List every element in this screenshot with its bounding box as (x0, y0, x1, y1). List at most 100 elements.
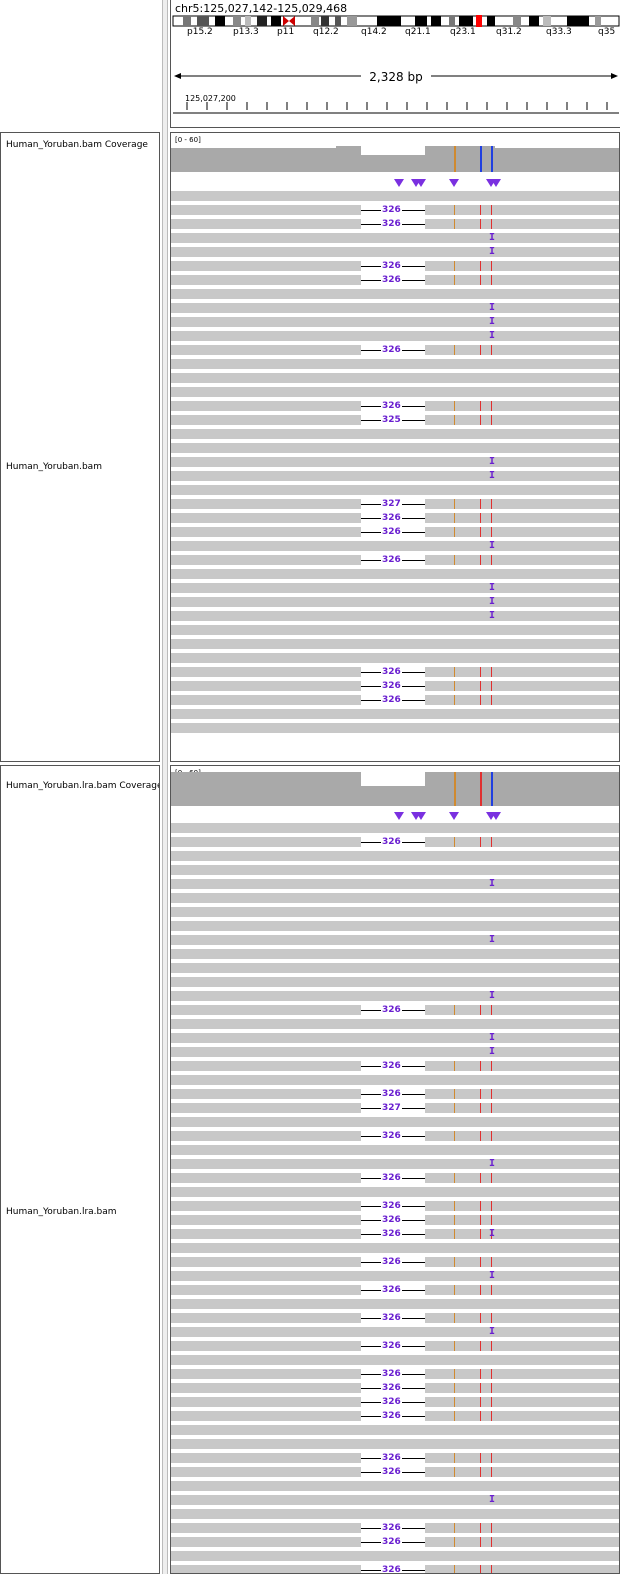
read[interactable] (171, 583, 619, 593)
read[interactable] (171, 1299, 619, 1309)
panel-divider[interactable] (162, 0, 168, 1574)
read[interactable] (171, 865, 619, 875)
read[interactable] (171, 1243, 619, 1253)
insertion-summary-icon[interactable] (449, 179, 459, 187)
read[interactable] (171, 485, 619, 495)
read[interactable] (171, 233, 619, 243)
read[interactable] (171, 1117, 619, 1127)
read[interactable] (171, 443, 619, 453)
read[interactable] (171, 289, 619, 299)
insertion-mark[interactable]: I (489, 1158, 496, 1169)
insertion-mark[interactable]: I (489, 1494, 496, 1505)
read[interactable] (171, 921, 619, 931)
coverage-histogram[interactable] (171, 145, 620, 173)
alignment-panel-1[interactable]: [0 - 60] 326 326 I I 326 326 I I I 326 326 325 I I 327… (170, 132, 620, 762)
coverage-histogram[interactable] (171, 768, 620, 806)
mismatch-mark (480, 345, 481, 355)
read[interactable] (171, 893, 619, 903)
insertion-summary-icon[interactable] (491, 812, 501, 820)
read[interactable] (171, 331, 619, 341)
insertion-mark[interactable]: I (489, 582, 496, 593)
read[interactable] (171, 709, 619, 719)
read[interactable] (171, 1439, 619, 1449)
insertion-mark[interactable]: I (489, 878, 496, 889)
mismatch-mark (454, 1467, 455, 1477)
read[interactable] (171, 935, 619, 945)
insertion-summary-icon[interactable] (394, 179, 404, 187)
read[interactable] (171, 1145, 619, 1155)
read[interactable] (171, 541, 619, 551)
read[interactable] (171, 429, 619, 439)
insertion-mark[interactable]: I (489, 596, 496, 607)
read[interactable] (171, 1355, 619, 1365)
read[interactable] (171, 851, 619, 861)
read[interactable] (171, 1047, 619, 1057)
read[interactable] (171, 247, 619, 257)
coverage-track-label[interactable]: Human_Yoruban.lra.bam Coverage (6, 781, 160, 791)
coverage-track-label[interactable]: Human_Yoruban.bam Coverage (6, 140, 148, 150)
insertion-mark[interactable]: I (489, 1032, 496, 1043)
deletion-size-label: 326 (381, 527, 402, 537)
read[interactable] (171, 1425, 619, 1435)
read[interactable] (171, 639, 619, 649)
insertion-mark[interactable]: I (489, 1046, 496, 1057)
read[interactable] (171, 879, 619, 889)
read[interactable] (171, 1271, 619, 1281)
insertion-mark[interactable]: I (489, 1326, 496, 1337)
alignment-panel-2[interactable]: [0 - 60] 326III326II326326327326I3263263… (170, 765, 620, 1574)
read[interactable] (171, 1187, 619, 1197)
read[interactable] (171, 597, 619, 607)
alignment-track-label[interactable]: Human_Yoruban.bam (6, 462, 102, 472)
read[interactable] (171, 191, 619, 201)
alignment-track-label[interactable]: Human_Yoruban.lra.bam (6, 1207, 117, 1217)
insertion-summary-icon[interactable] (416, 179, 426, 187)
read[interactable] (171, 317, 619, 327)
insertion-summary-icon[interactable] (416, 812, 426, 820)
insertion-summary-icon[interactable] (394, 812, 404, 820)
read[interactable] (171, 1495, 619, 1505)
read[interactable] (171, 471, 619, 481)
read[interactable] (171, 1075, 619, 1085)
read[interactable] (171, 569, 619, 579)
read[interactable] (171, 1551, 619, 1561)
read[interactable] (171, 949, 619, 959)
read[interactable] (171, 653, 619, 663)
insertion-mark[interactable]: I (489, 610, 496, 621)
insertion-summary-icon[interactable] (491, 179, 501, 187)
read[interactable] (171, 977, 619, 987)
read[interactable] (171, 1033, 619, 1043)
read[interactable] (171, 303, 619, 313)
read[interactable] (171, 1019, 619, 1029)
read[interactable] (171, 907, 619, 917)
read[interactable] (171, 963, 619, 973)
read[interactable] (171, 457, 619, 467)
insertion-mark[interactable]: I (489, 330, 496, 341)
insertion-mark[interactable]: I (489, 316, 496, 327)
deletion-size-label: 326 (381, 667, 402, 677)
read[interactable] (171, 1159, 619, 1169)
chromosome-ideogram[interactable] (171, 14, 620, 28)
insertion-mark[interactable]: I (489, 540, 496, 551)
insertion-mark[interactable]: I (489, 470, 496, 481)
read[interactable] (171, 723, 619, 733)
read[interactable] (171, 625, 619, 635)
insertion-mark[interactable]: I (489, 246, 496, 257)
insertion-mark[interactable]: I (489, 456, 496, 467)
read[interactable] (171, 611, 619, 621)
insertion-mark[interactable]: I (489, 1228, 496, 1239)
read[interactable] (171, 1481, 619, 1491)
read[interactable] (171, 359, 619, 369)
read[interactable] (171, 1327, 619, 1337)
insertion-summary-icon[interactable] (449, 812, 459, 820)
insertion-mark[interactable]: I (489, 990, 496, 1001)
insertion-mark[interactable]: I (489, 1270, 496, 1281)
insertion-mark[interactable]: I (489, 302, 496, 313)
read[interactable] (171, 991, 619, 1001)
insertion-mark[interactable]: I (489, 232, 496, 243)
read[interactable] (171, 373, 619, 383)
read[interactable] (171, 387, 619, 397)
read[interactable] (171, 1509, 619, 1519)
mismatch-mark (480, 1215, 481, 1225)
insertion-mark[interactable]: I (489, 934, 496, 945)
read[interactable] (171, 823, 619, 833)
